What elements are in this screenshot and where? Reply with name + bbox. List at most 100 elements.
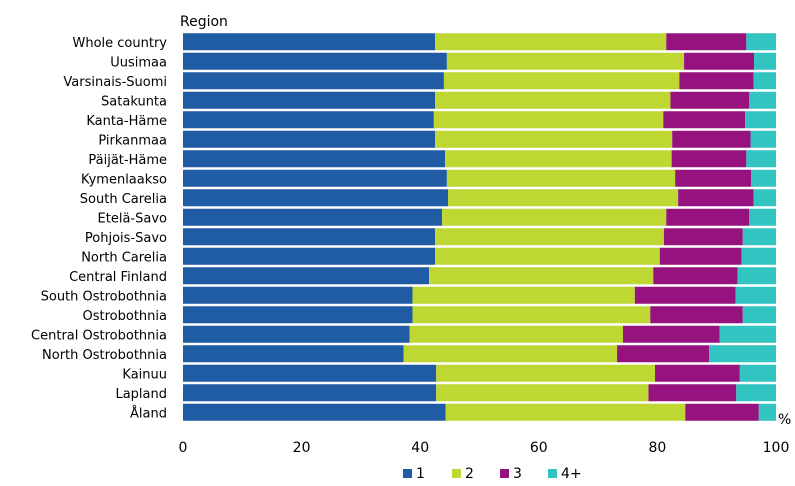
bar-segment-3-11 [659, 247, 742, 265]
bar-segment-1-7 [183, 169, 447, 187]
y-axis-title: Region [180, 14, 228, 30]
category-label: Lapland [115, 387, 167, 402]
bar-segment-1-0 [183, 33, 436, 51]
bar-segment-3-16 [617, 345, 709, 363]
bar-segment-1-13 [183, 286, 413, 304]
bar-segment-4plus-15 [719, 325, 776, 343]
bar-segment-3-9 [666, 208, 750, 226]
bar-segment-4plus-5 [750, 130, 776, 148]
x-tick-label: 80 [648, 440, 666, 456]
x-tick-label: 40 [411, 440, 429, 456]
x-axis-unit-label: % [778, 412, 791, 428]
bar-segment-3-12 [653, 267, 738, 285]
category-label: Pohjois-Savo [85, 231, 167, 246]
bar-segment-2-10 [435, 228, 664, 246]
bar-segment-2-3 [435, 91, 671, 109]
bar-segment-1-8 [183, 189, 449, 207]
bar-segment-1-17 [183, 364, 437, 382]
category-label: Kymenlaakso [81, 172, 167, 187]
bar-segment-4plus-19 [758, 403, 776, 421]
bar-segment-3-0 [666, 33, 747, 51]
category-labels: Whole country Uusimaa Varsinais-Suomi Satak… [31, 36, 167, 422]
category-label: Uusimaa [110, 55, 167, 70]
category-label: Central Finland [69, 270, 167, 285]
bar-segment-3-17 [655, 364, 740, 382]
bar-segment-1-12 [183, 267, 430, 285]
bar-segment-1-16 [183, 345, 404, 363]
category-label: Päijät-Häme [88, 153, 167, 168]
bar-segment-4plus-9 [749, 208, 776, 226]
category-label: Whole country [72, 36, 167, 51]
bar-segment-4plus-10 [742, 228, 776, 246]
bar-segment-4plus-12 [737, 267, 776, 285]
bar-segment-1-15 [183, 325, 410, 343]
bar-segment-2-2 [443, 72, 680, 90]
category-label: Etelä-Savo [98, 211, 167, 226]
bar-segment-2-12 [429, 267, 654, 285]
legend: 1 2 3 4+ [403, 466, 582, 482]
bar-segment-2-13 [412, 286, 635, 304]
category-label: Central Ostrobothnia [31, 328, 167, 343]
bar-segment-3-3 [670, 91, 750, 109]
bar-segment-2-11 [435, 247, 660, 265]
bar-segment-1-19 [183, 403, 446, 421]
bar-segment-3-10 [663, 228, 743, 246]
bar-segment-4plus-7 [751, 169, 776, 187]
category-label: North Ostrobothnia [42, 348, 167, 363]
legend-label: 1 [416, 466, 425, 482]
category-label: Ostrobothnia [83, 309, 167, 324]
category-label: North Carelia [81, 250, 167, 265]
bar-segment-3-14 [650, 306, 743, 324]
bar-segment-2-17 [436, 364, 656, 382]
bar-segment-2-14 [412, 306, 651, 324]
x-tick-label: 20 [293, 440, 311, 456]
bar-segment-3-8 [678, 189, 754, 207]
category-label: Pirkanmaa [98, 133, 167, 148]
category-label: South Carelia [80, 192, 167, 207]
bar-segment-3-4 [663, 111, 746, 129]
bar-segment-1-18 [183, 384, 437, 402]
plot-area [183, 33, 776, 421]
legend-swatch [548, 469, 557, 478]
bar-segment-1-1 [183, 52, 447, 70]
bar-segment-3-19 [685, 403, 759, 421]
bar-segment-2-19 [445, 403, 686, 421]
x-tick-label: 60 [530, 440, 548, 456]
bar-segment-2-0 [435, 33, 667, 51]
bar-segment-3-2 [679, 72, 754, 90]
bar-segment-2-4 [433, 111, 664, 129]
bar-segment-4plus-14 [742, 306, 776, 324]
bar-segment-4plus-16 [708, 345, 776, 363]
bar-segment-2-18 [436, 384, 649, 402]
legend-swatch [500, 469, 509, 478]
bar-segment-4plus-13 [735, 286, 776, 304]
bar-segment-4plus-3 [749, 91, 776, 109]
legend-swatch [403, 469, 412, 478]
category-label: South Ostrobothnia [41, 289, 167, 304]
bar-segment-4plus-17 [739, 364, 776, 382]
legend-label: 3 [513, 466, 522, 482]
bar-segment-1-4 [183, 111, 434, 129]
bar-segment-4plus-2 [753, 72, 776, 90]
bar-segment-1-5 [183, 130, 436, 148]
bar-segment-2-16 [403, 345, 618, 363]
bar-segment-3-15 [623, 325, 720, 343]
category-label: Varsinais-Suomi [63, 75, 167, 90]
bar-segment-1-11 [183, 247, 436, 265]
legend-swatch [452, 469, 461, 478]
x-tick-label: 100 [763, 440, 790, 456]
bar-segment-2-1 [446, 52, 685, 70]
bar-segment-2-5 [435, 130, 673, 148]
bar-segment-3-6 [671, 150, 747, 168]
bar-segment-4plus-1 [754, 52, 776, 70]
bar-segment-4plus-4 [745, 111, 776, 129]
category-label: Åland [130, 405, 167, 421]
bar-segment-2-8 [448, 189, 679, 207]
bar-segment-3-7 [675, 169, 752, 187]
bar-segment-4plus-18 [736, 384, 776, 402]
legend-label: 4+ [561, 466, 582, 482]
bar-segment-1-6 [183, 150, 446, 168]
legend-label: 2 [465, 466, 474, 482]
bar-segment-2-9 [442, 208, 667, 226]
